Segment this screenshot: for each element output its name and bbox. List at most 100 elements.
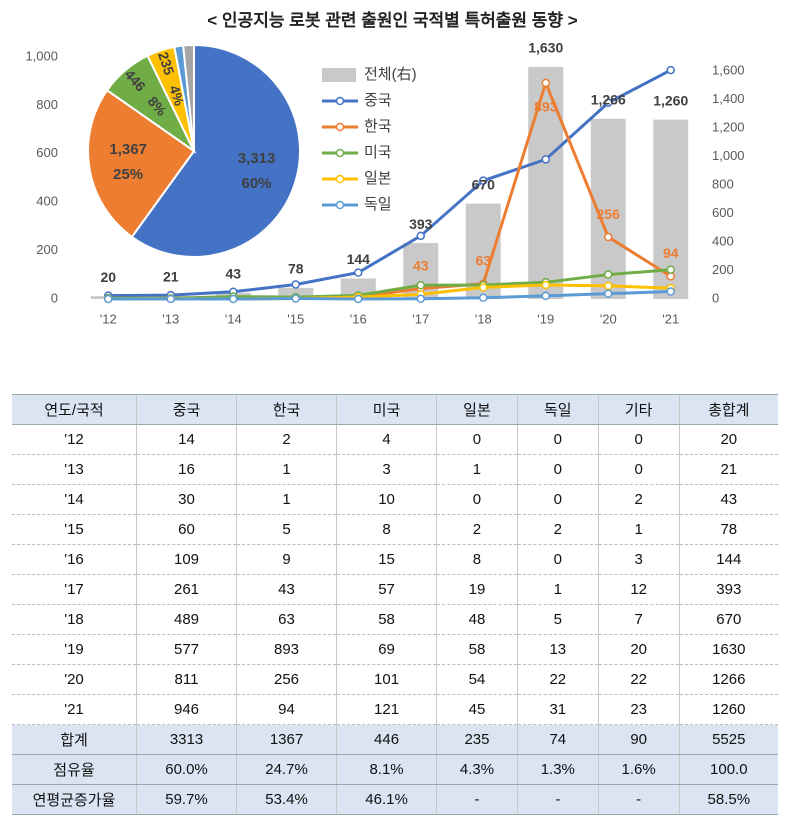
table-cell: 연평균증가율 — [12, 784, 137, 815]
table-cell: 22 — [597, 664, 680, 695]
table-cell: 393 — [678, 574, 778, 605]
legend-label: 일본 — [364, 170, 392, 187]
table-cell: 235 — [436, 724, 518, 755]
table-cell: '18 — [12, 604, 137, 635]
line-marker — [416, 280, 425, 290]
line-marker — [291, 280, 300, 289]
table-cell: 78 — [678, 514, 778, 545]
y2-tick-label: 1,000 — [712, 148, 745, 163]
table-cell: 8 — [336, 514, 437, 545]
table-cell: 0 — [436, 484, 518, 515]
table-cell: 43 — [678, 484, 778, 515]
line-marker — [604, 281, 613, 291]
table-cell: 121 — [336, 694, 437, 725]
table-cell: 53.4% — [236, 784, 337, 815]
y-tick-label: 200 — [36, 242, 58, 257]
table-cell: 48 — [436, 604, 518, 635]
table-row: '12 14 2 4 0 0 0 20 — [12, 424, 778, 455]
table-cell: 1 — [236, 484, 337, 515]
chart: 0 200 400 600 800 1,000 0 200 400 600 800 1,000 1,20… — [25, 40, 745, 327]
line-marker — [541, 280, 550, 290]
legend-swatch — [322, 68, 356, 82]
table-cell: '15 — [12, 514, 137, 545]
data-label: 144 — [347, 251, 371, 267]
table-cell: 3 — [597, 544, 680, 575]
table-cell: 60.0% — [135, 754, 237, 785]
table-cell: 577 — [135, 634, 237, 665]
table-cell: 261 — [135, 574, 237, 605]
line-marker — [104, 294, 113, 304]
y2-tick-label: 400 — [712, 233, 734, 248]
y2-tick-label: 600 — [712, 205, 734, 220]
y2-tick-label: 1,600 — [712, 63, 745, 78]
table-cell: 20 — [597, 634, 680, 665]
data-label: 43 — [225, 266, 241, 282]
table-cell: 0 — [436, 424, 518, 455]
table-cell: 1260 — [678, 694, 778, 725]
data-label: 21 — [163, 269, 179, 285]
table-cell: 독일 — [516, 394, 599, 425]
table-cell: 109 — [135, 544, 237, 575]
table-cell: '14 — [12, 484, 137, 515]
table-cell: - — [436, 784, 518, 815]
line-marker — [479, 176, 488, 185]
pie-percent-label: 25% — [113, 166, 143, 183]
table-cell: 74 — [516, 724, 599, 755]
line-marker — [604, 270, 613, 279]
table-cell: 0 — [516, 544, 599, 575]
table-cell: 30 — [135, 484, 237, 515]
pie-slice — [182, 43, 195, 152]
table-cell: 연도/국적 — [12, 394, 137, 425]
table-cell: 8.1% — [336, 754, 437, 785]
x-tick-label: '20 — [600, 311, 617, 326]
legend-marker — [335, 122, 345, 132]
table-cell: 46.1% — [336, 784, 437, 815]
data-label: 1,260 — [653, 92, 688, 108]
table-cell: 2 — [236, 424, 337, 455]
table-cell: 19 — [436, 574, 518, 605]
line — [108, 289, 671, 301]
line-marker — [416, 231, 425, 241]
legend-label: 전체(右) — [364, 66, 417, 83]
table-cell: '21 — [12, 694, 137, 725]
table-cell: 256 — [236, 664, 337, 695]
table-cell: 3313 — [135, 724, 237, 755]
y2-tick-label: 200 — [712, 262, 734, 277]
table-cell: 63 — [236, 604, 337, 635]
table-cell: 합계 — [12, 724, 137, 755]
table-cell: 31 — [516, 694, 599, 725]
table-cell: '19 — [12, 634, 137, 665]
table-cell: 1266 — [678, 664, 778, 695]
line-marker — [354, 268, 363, 277]
data-label: 893 — [534, 99, 558, 115]
table-cell: 1 — [516, 574, 599, 605]
table-cell: 57 — [336, 574, 437, 605]
table-row: 합계 3313 1367 446 235 74 90 5525 — [12, 724, 778, 755]
table-cell: 일본 — [436, 394, 518, 425]
table-row: '15 60 5 8 2 2 1 78 — [12, 514, 778, 545]
table-cell: 2 — [516, 514, 599, 545]
line-marker — [541, 291, 550, 301]
y-tick-label: 600 — [36, 145, 58, 160]
table-cell: '13 — [12, 454, 137, 485]
table-cell: 3 — [336, 454, 437, 485]
table-cell: 1367 — [236, 724, 337, 755]
table-cell: 미국 — [336, 394, 437, 425]
table-cell: 5 — [516, 604, 599, 635]
table-row: '13 16 1 3 1 0 0 21 — [12, 454, 778, 485]
table-cell: '20 — [12, 664, 137, 695]
table-row: '18 489 63 58 48 5 7 670 — [12, 604, 778, 635]
pie-percent-label: 60% — [242, 175, 272, 192]
table-cell: 7 — [597, 604, 680, 635]
table-cell: 24.7% — [236, 754, 337, 785]
table-cell: 60 — [135, 514, 237, 545]
line-marker — [479, 283, 488, 292]
table-cell: 0 — [516, 424, 599, 455]
line-marker — [666, 65, 675, 75]
line-marker — [604, 232, 613, 242]
table-cell: 54 — [436, 664, 518, 695]
table-cell: 0 — [597, 454, 680, 485]
table-cell: 94 — [236, 694, 337, 725]
line-marker — [416, 294, 425, 304]
table-cell: 20 — [678, 424, 778, 455]
